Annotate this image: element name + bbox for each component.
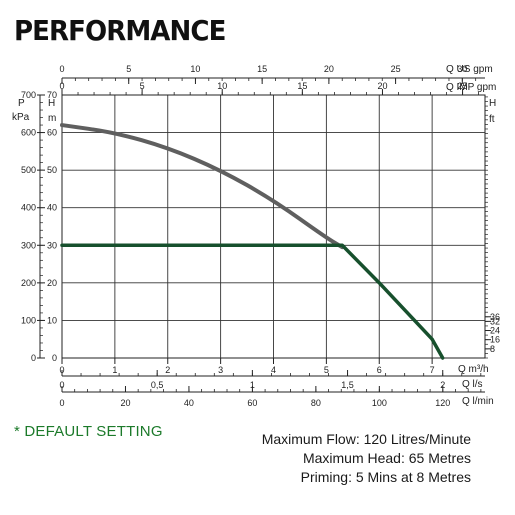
m3h-tick-label: 6 xyxy=(377,365,382,375)
imp-gpm-scale-tick-label: 10 xyxy=(217,81,227,91)
m3h-tick-label: 3 xyxy=(218,365,223,375)
priming-spec: Priming: 5 Mins at 8 Metres xyxy=(300,469,471,485)
us-gpm-scale-tick-label: 25 xyxy=(391,64,401,74)
lmin-scale-tick-label: 80 xyxy=(311,398,321,408)
ft-tick-label: 8 xyxy=(490,344,495,354)
m3h-tick-label: 0 xyxy=(59,365,64,375)
imp-gpm-scale-tick-label: 20 xyxy=(377,81,387,91)
us-gpm-scale-tick-label: 10 xyxy=(190,64,200,74)
ls-scale-tick-label: 0,5 xyxy=(151,380,164,390)
ls-axis-label: Q l/s xyxy=(462,379,483,390)
chart-axes xyxy=(37,77,491,393)
ls-scale-tick-label: 1 xyxy=(250,380,255,390)
kpa-tick-label: 600 xyxy=(21,128,36,138)
imp-gpm-scale-tick-label: 0 xyxy=(59,81,64,91)
kpa-tick-label: 300 xyxy=(21,240,36,250)
head-m-axis-label-h: H xyxy=(48,98,55,109)
lmin-scale-tick-label: 100 xyxy=(372,398,387,408)
m3h-tick-label: 1 xyxy=(112,365,117,375)
us-gpm-scale-tick-label: 15 xyxy=(257,64,267,74)
head-m-tick-label: 20 xyxy=(47,278,57,288)
max-head-spec: Maximum Head: 65 Metres xyxy=(302,450,471,466)
us-gpm-scale-tick-label: 30 xyxy=(457,64,467,74)
chart-series xyxy=(60,123,445,360)
kpa-tick-label: 700 xyxy=(21,90,36,100)
head-m-tick-label: 0 xyxy=(52,353,57,363)
m3h-tick-label: 4 xyxy=(271,365,276,375)
ft-axis-label-unit: ft xyxy=(489,114,495,125)
lmin-scale-tick-label: 20 xyxy=(120,398,130,408)
lmin-axis-label: Q l/min xyxy=(462,396,494,407)
ft-tick-label: 16 xyxy=(490,335,500,345)
us-gpm-axis-label: Q US gpm xyxy=(446,64,493,75)
imp-gpm-scale-tick-label: 25 xyxy=(458,81,468,91)
ft-tick-label: 36 xyxy=(490,312,500,322)
head-m-tick-label: 10 xyxy=(47,315,57,325)
kpa-axis-label-p: P xyxy=(18,98,25,109)
imp-gpm-scale-tick-label: 5 xyxy=(140,81,145,91)
us-gpm-scale-tick-label: 5 xyxy=(126,64,131,74)
pump-specs: Maximum Flow: 120 Litres/Minute Maximum … xyxy=(262,430,471,487)
kpa-tick-label: 0 xyxy=(31,353,36,363)
m3h-tick-label: 5 xyxy=(324,365,329,375)
head-m-tick-label: 50 xyxy=(47,165,57,175)
lmin-scale-tick-label: 40 xyxy=(184,398,194,408)
head-m-tick-label: 70 xyxy=(47,90,57,100)
kpa-axis-label-unit: kPa xyxy=(12,112,30,123)
default-setting-line xyxy=(60,243,445,360)
kpa-tick-label: 500 xyxy=(21,165,36,175)
kpa-tick-label: 100 xyxy=(21,315,36,325)
m3h-tick-label: 2 xyxy=(165,365,170,375)
us-gpm-scale-tick-label: 0 xyxy=(59,64,64,74)
ft-tick-label: 24 xyxy=(490,326,500,336)
pump-curve-line xyxy=(60,123,345,250)
default-setting-note: * DEFAULT SETTING xyxy=(14,423,163,440)
m3h-tick-label: 7 xyxy=(430,365,435,375)
imp-gpm-axis-label: Q IMP gpm xyxy=(446,82,496,93)
kpa-tick-label: 200 xyxy=(21,278,36,288)
lmin-scale-tick-label: 120 xyxy=(435,398,450,408)
max-flow-spec: Maximum Flow: 120 Litres/Minute xyxy=(261,431,471,447)
head-m-tick-label: 40 xyxy=(47,203,57,213)
ls-scale-tick-label: 0 xyxy=(59,380,64,390)
lmin-scale-tick-label: 0 xyxy=(59,398,64,408)
us-gpm-scale-tick-label: 20 xyxy=(324,64,334,74)
imp-gpm-scale-tick-label: 15 xyxy=(297,81,307,91)
head-m-tick-label: 30 xyxy=(47,240,57,250)
kpa-tick-label: 400 xyxy=(21,203,36,213)
ft-tick-label: 32 xyxy=(490,316,500,326)
ls-scale-tick-label: 2 xyxy=(440,380,445,390)
m3h-axis-label: Q m³/h xyxy=(458,364,489,375)
head-m-axis-label-unit: m xyxy=(48,113,56,124)
lmin-scale-tick-label: 60 xyxy=(247,398,257,408)
page-title: PERFORMANCE xyxy=(14,14,226,47)
ft-axis-label-h: H xyxy=(489,98,496,109)
head-m-tick-label: 60 xyxy=(47,128,57,138)
ls-scale-tick-label: 1,5 xyxy=(341,380,354,390)
